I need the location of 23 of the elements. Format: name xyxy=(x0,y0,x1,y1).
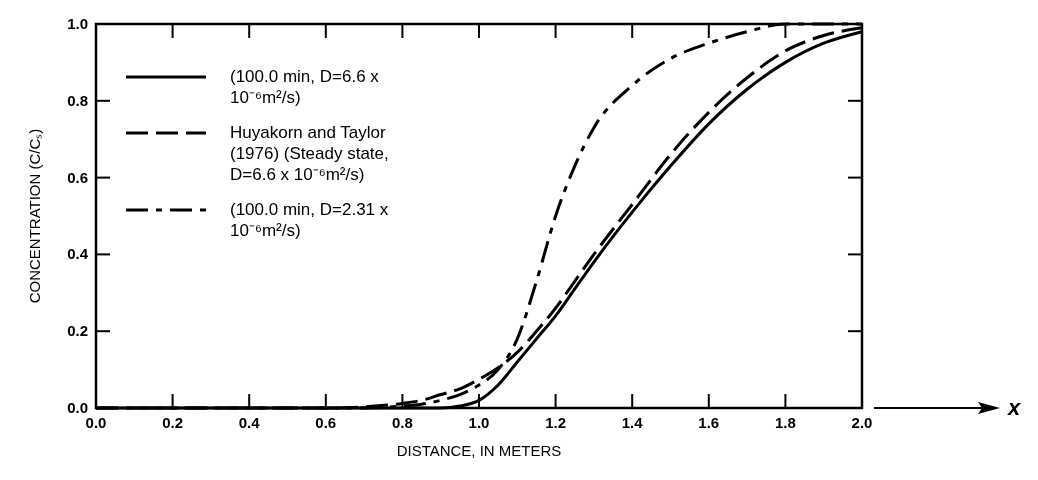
y-axis-title: CONCENTRATION (C/Cₛ) xyxy=(26,128,43,304)
x-tick-label: 1.2 xyxy=(545,414,567,431)
x-tick-label: 0.2 xyxy=(162,414,184,431)
x-tick-label: 0.0 xyxy=(85,414,107,431)
x-tick-label: 0.6 xyxy=(315,414,337,431)
x-axis-title: DISTANCE, IN METERS xyxy=(396,442,562,459)
y-tick-label: 0.6 xyxy=(67,168,88,186)
y-tick-label: 0.8 xyxy=(67,91,88,109)
legend-label: (100.0 min, D=6.6 x 10⁻⁶m²/s) xyxy=(230,67,380,107)
y-tick-label: 0.2 xyxy=(67,322,88,340)
text: x xyxy=(1007,395,1021,420)
y-tick-label: 1.0 xyxy=(67,15,88,32)
y-tick-label: 0.4 xyxy=(67,245,89,263)
legend-label: (100.0 min, D=2.31 x 10⁻⁶m²/s) xyxy=(230,200,389,240)
x-tick-label: 1.6 xyxy=(698,414,720,431)
x-tick-label: 0.4 xyxy=(238,414,261,431)
legend-label: Huyakorn and Taylor (1976) (Steady state, D=6.6 x 10⁻⁶m²/s) xyxy=(230,123,389,184)
x-tick-label: 1.4 xyxy=(621,414,644,431)
x-tick-label: 0.8 xyxy=(391,414,413,431)
y-tick-label: 0.0 xyxy=(67,399,88,416)
x-tick-label: 1.8 xyxy=(774,414,796,431)
x-tick-label: 1.0 xyxy=(468,414,490,431)
x-tick-label: 2.0 xyxy=(851,414,873,431)
